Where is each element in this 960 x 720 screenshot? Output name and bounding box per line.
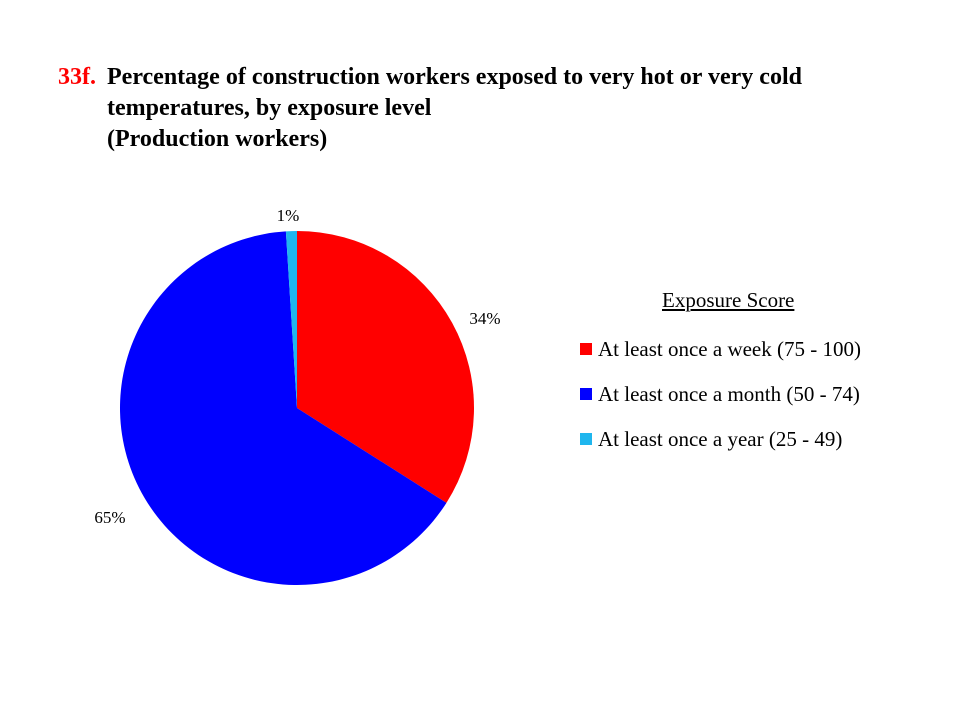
pie-slice-3	[285, 231, 297, 408]
legend-items: At least once a week (75 - 100) At least …	[580, 337, 940, 451]
legend-swatch-2	[580, 388, 592, 400]
pie-slice-label-2: 65%	[94, 508, 125, 527]
legend-title: Exposure Score	[662, 288, 795, 312]
chart-title-line-1: Percentage of construction workers expos…	[107, 64, 802, 90]
chart-subtitle: (Production workers)	[107, 126, 328, 152]
pie-labels: 34% 65% 1%	[94, 206, 500, 527]
pie-slice-label-3: 1%	[277, 206, 300, 225]
legend-item-2: At least once a month (50 - 74)	[580, 382, 940, 406]
legend-swatch-1	[580, 343, 592, 355]
pie-slice-2	[120, 231, 447, 585]
pie-slices	[120, 231, 474, 585]
pie-slice-1	[297, 231, 474, 503]
legend: Exposure Score At least once a week (75 …	[580, 285, 940, 472]
legend-label-3: At least once a year (25 - 49)	[598, 427, 843, 451]
legend-swatch-3	[580, 433, 592, 445]
legend-label-2: At least once a month (50 - 74)	[598, 382, 860, 406]
chart-title-line-2: temperatures, by exposure level	[107, 95, 432, 121]
chart-title: 33f. Percentage of construction workers …	[58, 62, 938, 155]
legend-item-3: At least once a year (25 - 49)	[580, 427, 940, 451]
legend-item-1: At least once a week (75 - 100)	[580, 337, 940, 361]
pie-slice-label-1: 34%	[469, 309, 500, 328]
legend-label-1: At least once a week (75 - 100)	[598, 337, 861, 361]
chart-number: 33f.	[58, 64, 96, 90]
